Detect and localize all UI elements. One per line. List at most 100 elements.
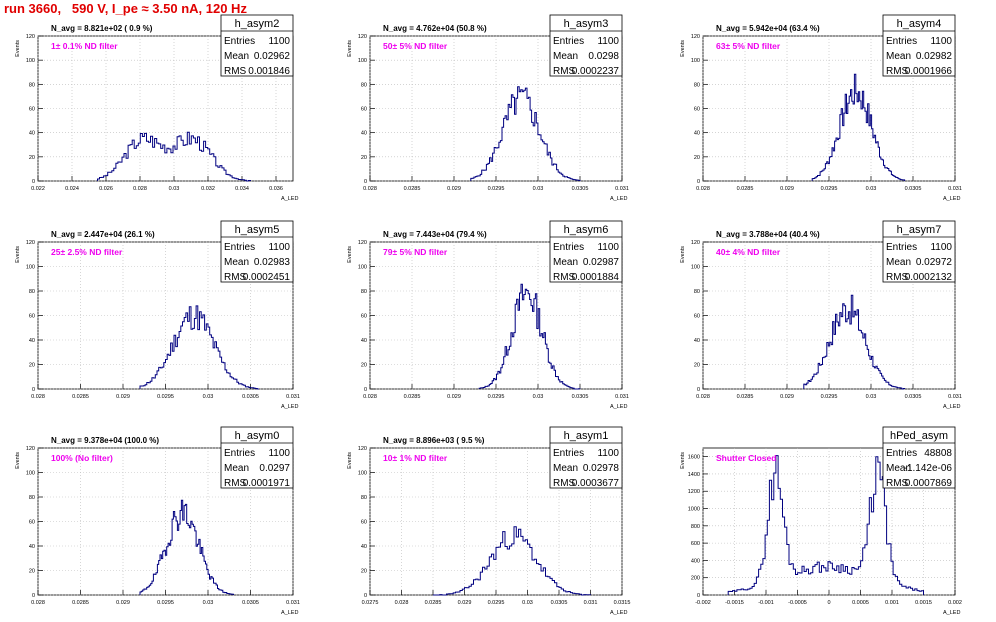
stats-rms-value: 0.0002451 — [243, 272, 291, 283]
y-tick-label: 0 — [364, 179, 367, 185]
y-tick-label: 20 — [694, 155, 700, 161]
y-tick-label: 120 — [358, 446, 367, 452]
stats-entries-label: Entries — [886, 448, 917, 459]
x-tick-label: 0.028 — [363, 186, 377, 192]
stats-entries-value: 1100 — [930, 242, 952, 253]
y-axis-label: Events — [15, 40, 21, 57]
stats-entries-label: Entries — [224, 242, 255, 253]
y-tick-label: 0 — [32, 179, 35, 185]
x-tick-label: 0.0305 — [572, 186, 589, 192]
x-tick-label: 0.028 — [363, 394, 377, 400]
stats-rms-value: 0.0002237 — [572, 66, 620, 77]
stats-mean-label: Mean — [224, 257, 249, 268]
stats-entries-value: 1100 — [930, 36, 952, 47]
x-tick-label: 0.0295 — [157, 394, 174, 400]
stats-mean-value: 0.02978 — [583, 463, 620, 474]
x-axis-label: A_LED — [943, 404, 960, 410]
stats-rms-label: RMS — [224, 272, 247, 283]
y-tick-label: 800 — [691, 524, 700, 530]
run-title: run 3660, 590 V, I_pe ≈ 3.50 nA, 120 Hz — [4, 1, 247, 16]
stats-box — [220, 426, 294, 489]
y-tick-label: 600 — [691, 541, 700, 547]
histogram-panel-h_asym1: 0.0275 0.028 0.0285 0.029 0.0295 0.03 0.0305 0.… — [347, 426, 630, 616]
histogram-panel-h_asym4: 0.028 0.0285 0.029 0.0295 0.03 0.0305 0.031 0 20… — [680, 14, 962, 202]
histogram-name: h_asym2 — [235, 18, 280, 30]
histogram-name: h_asym4 — [897, 18, 942, 30]
y-tick-label: 0 — [32, 593, 35, 599]
y-tick-label: 60 — [361, 107, 367, 113]
histogram-series — [139, 499, 234, 595]
stats-entries-label: Entries — [886, 36, 917, 47]
x-tick-label: 0.0005 — [852, 600, 869, 606]
navg-label: N_avg = 7.443e+04 (79.4 %) — [383, 230, 487, 239]
stats-entries-value: 48808 — [924, 448, 952, 459]
y-tick-label: 120 — [358, 34, 367, 40]
stats-entries-label: Entries — [553, 242, 584, 253]
x-tick-label: 0.0305 — [905, 394, 922, 400]
stats-box — [549, 220, 623, 283]
filter-label: 79± 5% ND filter — [383, 247, 448, 257]
stats-mean-value: 0.02987 — [583, 257, 620, 268]
stats-mean-value: 0.02983 — [254, 257, 291, 268]
x-tick-label: 0.028 — [31, 394, 45, 400]
x-tick-label: 0.0295 — [821, 186, 838, 192]
y-tick-label: 40 — [361, 131, 367, 137]
x-tick-label: 0.029 — [447, 394, 461, 400]
stats-box — [549, 426, 623, 489]
stats-rms-label: RMS — [553, 478, 576, 489]
y-tick-label: 60 — [29, 107, 35, 113]
x-tick-label: 0.03 — [203, 394, 214, 400]
x-tick-label: 0.0295 — [821, 394, 838, 400]
y-tick-label: 40 — [694, 338, 700, 344]
y-tick-label: 40 — [694, 131, 700, 137]
y-tick-label: 0 — [32, 387, 35, 393]
y-tick-label: 100 — [691, 58, 700, 64]
x-tick-label: 0.031 — [584, 600, 598, 606]
stats-mean-value: 0.02962 — [254, 51, 291, 62]
y-tick-label: 40 — [29, 131, 35, 137]
histogram-name: h_asym0 — [235, 430, 280, 442]
x-axis-label: A_LED — [281, 404, 298, 410]
y-tick-label: 40 — [29, 338, 35, 344]
histogram-panel-h_asym7: 0.028 0.0285 0.029 0.0295 0.03 0.0305 0.031 0 20… — [680, 220, 962, 410]
stats-rms-label: RMS — [553, 66, 576, 77]
y-tick-label: 80 — [29, 495, 35, 501]
y-axis-label: Events — [680, 246, 686, 263]
navg-label: N_avg = 4.762e+04 (50.8 %) — [383, 24, 487, 33]
y-axis-label: Events — [15, 246, 21, 263]
stats-mean-label: Mean — [553, 51, 578, 62]
x-tick-label: 0.03 — [533, 186, 544, 192]
stats-mean-label: Mean — [886, 257, 911, 268]
stats-entries-value: 1100 — [268, 36, 290, 47]
y-tick-label: 1400 — [688, 472, 700, 478]
x-tick-label: 0.028 — [395, 600, 409, 606]
x-axis-label: A_LED — [281, 196, 298, 202]
stats-entries-value: 1100 — [597, 448, 619, 459]
histogram-name: h_asym3 — [564, 18, 609, 30]
y-tick-label: 1000 — [688, 507, 700, 513]
x-tick-label: -0.001 — [758, 600, 774, 606]
y-tick-label: 120 — [691, 240, 700, 246]
stats-rms-value: 0.0002132 — [905, 272, 953, 283]
y-axis-label: Events — [347, 246, 353, 263]
y-tick-label: 0 — [697, 179, 700, 185]
x-tick-label: 0.028 — [696, 186, 710, 192]
filter-label: 63± 5% ND filter — [716, 41, 781, 51]
stats-box — [220, 220, 294, 283]
navg-label: N_avg = 8.821e+02 ( 0.9 %) — [51, 24, 153, 33]
y-tick-label: 100 — [691, 265, 700, 271]
y-tick-label: 20 — [29, 155, 35, 161]
y-tick-label: 60 — [361, 520, 367, 526]
y-tick-label: 20 — [361, 363, 367, 369]
x-tick-label: 0.0295 — [488, 600, 505, 606]
stats-rms-value: 0.0001884 — [572, 272, 620, 283]
stats-entries-label: Entries — [886, 242, 917, 253]
y-tick-label: 0 — [364, 593, 367, 599]
y-tick-label: 20 — [694, 363, 700, 369]
x-tick-label: 0.0305 — [242, 600, 259, 606]
stats-mean-label: Mean — [886, 51, 911, 62]
x-tick-label: 0.0285 — [404, 186, 421, 192]
stats-rms-label: RMS — [224, 478, 247, 489]
histogram-name: h_asym7 — [897, 224, 942, 236]
